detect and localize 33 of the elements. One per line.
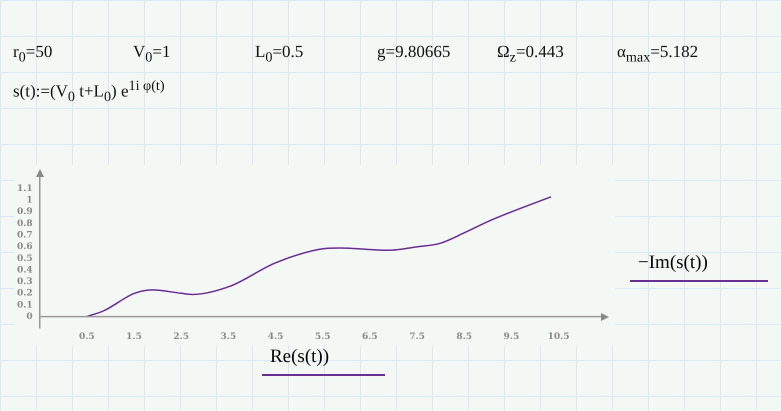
line-series — [86, 196, 552, 318]
y-tick-label: 0.7 — [16, 230, 33, 240]
x-tick-label: 5.5 — [314, 332, 331, 342]
y-tick-label: 0.3 — [16, 277, 33, 288]
text: α$_{max}$=5.182 — [617, 42, 698, 66]
y-tick-label: 1.1 — [16, 184, 33, 194]
text: Ω$_{z}$=0.443 — [497, 42, 564, 66]
y-tick-label: 1 — [26, 196, 33, 206]
y-tick-label: 0.2 — [16, 288, 33, 299]
x-tick-label: 1.5 — [126, 332, 142, 342]
x-tick-label: 3.5 — [220, 332, 236, 342]
x-tick-label: 8.5 — [456, 332, 472, 342]
y-tick-label: 0.4 — [16, 265, 33, 276]
x-tick-label: 7.5 — [409, 332, 425, 342]
text: s(t):=(V$_{0}$ t+L$_{0}$) e$^{1i φ(t)}$ — [13, 78, 165, 106]
text: r$_{0}$=50 — [13, 42, 52, 66]
y-axis-title: −Im(s(t)) — [630, 252, 768, 282]
x-tick-label: 4.5 — [268, 332, 284, 342]
y-tick-label: 0.5 — [16, 254, 33, 264]
x-tick-label: 9.5 — [504, 332, 520, 342]
text: V$_{0}$=1 — [133, 42, 170, 66]
y-tick-label: 0.8 — [16, 218, 33, 229]
x-tick-label: 10.5 — [548, 332, 570, 342]
x-tick-label: 2.5 — [173, 332, 190, 342]
y-tick-label: 0.6 — [16, 242, 33, 252]
x-axis-title: Re(s(t)) — [262, 346, 385, 376]
y-tick-label: 0 — [26, 312, 33, 322]
text: L$_{0}$=0.5 — [255, 42, 304, 66]
x-tick-label: 6.5 — [362, 332, 378, 342]
text: g=9.80665 — [377, 42, 450, 62]
y-tick-label: 0.1 — [16, 300, 33, 310]
x-tick-label: 0.5 — [78, 332, 95, 342]
y-tick-label: 0.9 — [16, 207, 33, 218]
